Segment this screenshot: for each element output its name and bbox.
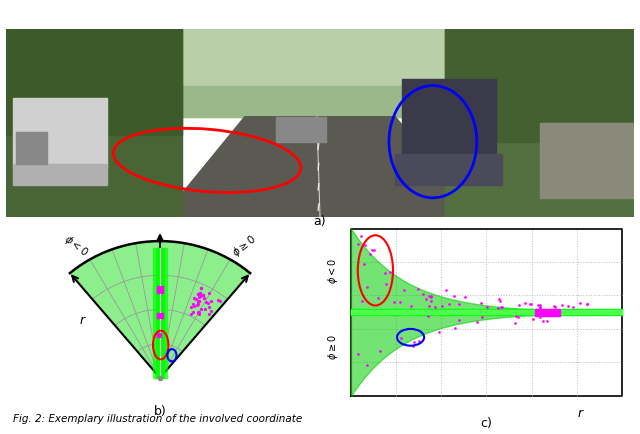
Bar xyxy=(396,155,502,186)
Bar xyxy=(13,164,107,186)
Bar xyxy=(401,80,495,180)
Text: $r$: $r$ xyxy=(577,406,585,419)
Text: Fig. 2: Exemplary illustration of the involved coordinate: Fig. 2: Exemplary illustration of the in… xyxy=(13,413,302,423)
Text: c): c) xyxy=(481,416,492,429)
Text: $r$: $r$ xyxy=(79,313,86,326)
Bar xyxy=(157,333,161,337)
Bar xyxy=(6,30,182,217)
Bar xyxy=(445,30,634,217)
Bar xyxy=(157,286,163,293)
Bar xyxy=(16,133,47,164)
Text: a): a) xyxy=(314,215,326,228)
Polygon shape xyxy=(163,118,477,217)
Text: $\phi \geq 0$: $\phi \geq 0$ xyxy=(229,231,259,259)
Bar xyxy=(535,309,559,316)
Bar xyxy=(445,30,634,142)
Bar xyxy=(157,313,163,318)
Bar xyxy=(13,99,107,167)
Text: $\phi < 0$: $\phi < 0$ xyxy=(326,258,340,284)
Polygon shape xyxy=(70,242,250,378)
Bar xyxy=(540,124,634,198)
Bar xyxy=(6,30,634,118)
Bar xyxy=(276,118,326,142)
Text: $\phi < 0$: $\phi < 0$ xyxy=(61,231,91,259)
Text: b): b) xyxy=(154,404,166,417)
Text: $\phi \geq 0$: $\phi \geq 0$ xyxy=(326,333,340,359)
Bar xyxy=(6,86,634,118)
Bar xyxy=(6,30,182,136)
